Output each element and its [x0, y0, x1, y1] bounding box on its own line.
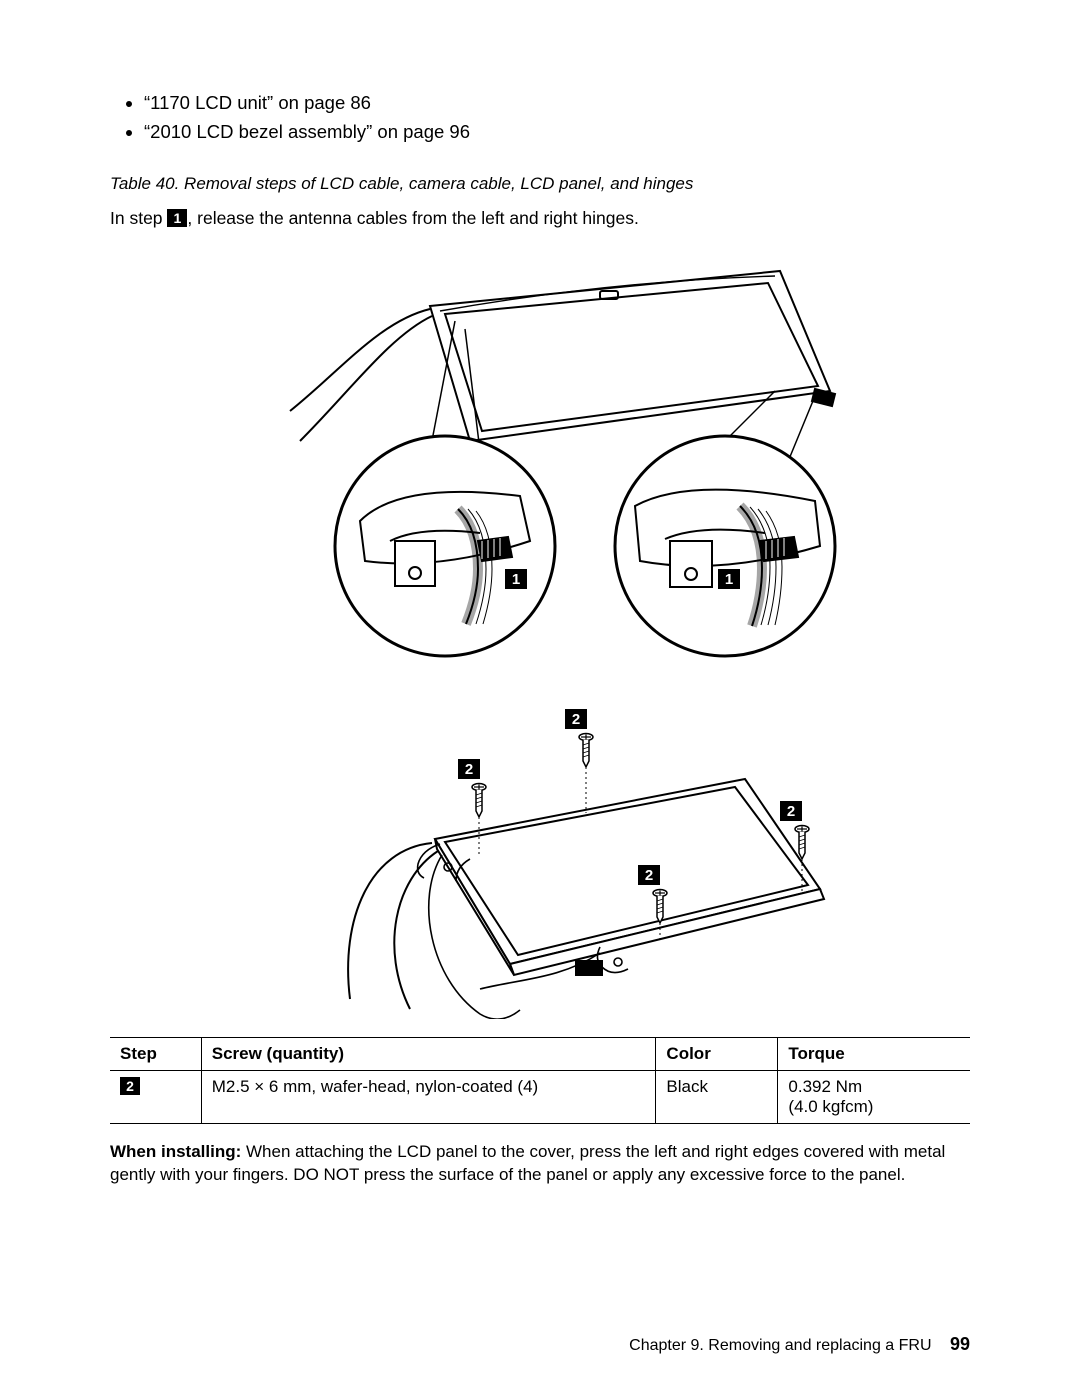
callout-label: 1: [725, 571, 733, 588]
cell-step: 2: [110, 1070, 201, 1123]
step-instruction: In step 1, release the antenna cables fr…: [110, 208, 970, 229]
install-note-label: When installing:: [110, 1142, 241, 1161]
manual-page: “1170 LCD unit” on page 86 “2010 LCD bez…: [0, 0, 1080, 1397]
reference-item: “1170 LCD unit” on page 86: [144, 90, 970, 117]
figure-bottom: 2 2 2 2: [110, 679, 970, 1019]
page-footer: Chapter 9. Removing and replacing a FRU …: [629, 1334, 970, 1355]
callout-label: 2: [572, 711, 580, 728]
footer-chapter: Chapter 9. Removing and replacing a FRU: [629, 1337, 931, 1354]
reference-item: “2010 LCD bezel assembly” on page 96: [144, 119, 970, 146]
callout-label: 2: [645, 867, 653, 884]
table-row: 2 M2.5 × 6 mm, wafer-head, nylon-coated …: [110, 1070, 970, 1123]
instruction-suffix: , release the antenna cables from the le…: [187, 208, 638, 228]
torque-value: 0.392 Nm: [788, 1077, 862, 1096]
instruction-prefix: In step: [110, 208, 167, 228]
cell-color: Black: [656, 1070, 778, 1123]
footer-page-number: 99: [950, 1334, 970, 1354]
callout-label: 2: [465, 761, 473, 778]
col-color-header: Color: [656, 1037, 778, 1070]
diagram-lcd-hinges: 1: [220, 241, 860, 661]
col-torque-header: Torque: [778, 1037, 970, 1070]
torque-alt: (4.0 kgfcm): [788, 1097, 873, 1116]
cell-screw: M2.5 × 6 mm, wafer-head, nylon-coated (4…: [201, 1070, 656, 1123]
callout-label: 1: [512, 571, 520, 588]
cell-torque: 0.392 Nm (4.0 kgfcm): [778, 1070, 970, 1123]
diagram-screws: 2 2 2 2: [220, 679, 860, 1019]
table-header-row: Step Screw (quantity) Color Torque: [110, 1037, 970, 1070]
step-callout-icon: 1: [167, 209, 187, 227]
reference-list: “1170 LCD unit” on page 86 “2010 LCD bez…: [110, 90, 970, 146]
screw-table: Step Screw (quantity) Color Torque 2 M2.…: [110, 1037, 970, 1124]
figure-top: 1: [110, 241, 970, 661]
col-step-header: Step: [110, 1037, 201, 1070]
table-caption: Table 40. Removal steps of LCD cable, ca…: [110, 174, 970, 194]
callout-label: 2: [787, 803, 795, 820]
step-callout-icon: 2: [120, 1077, 140, 1095]
install-note: When installing: When attaching the LCD …: [110, 1140, 970, 1187]
col-screw-header: Screw (quantity): [201, 1037, 656, 1070]
